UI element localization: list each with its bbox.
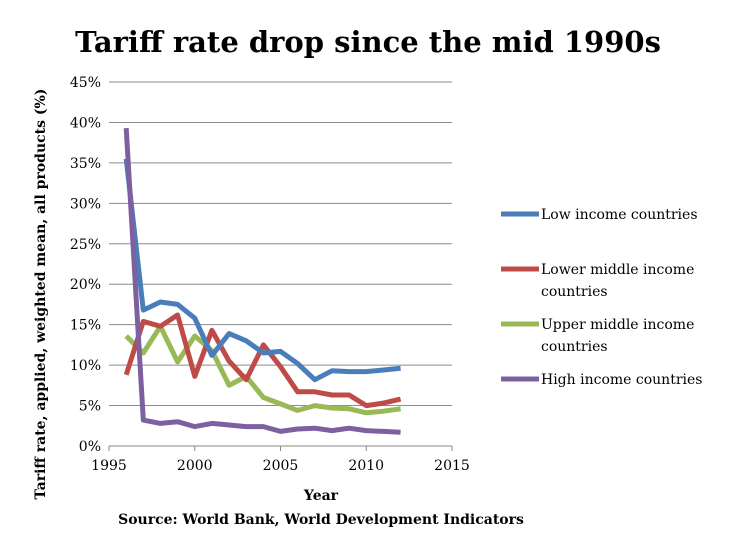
series-line-lower-middle-income-countries: [123, 312, 402, 409]
y-tick-label: 10%: [70, 358, 101, 374]
legend: Low income countries Lower middle income c…: [501, 207, 702, 388]
y-tick-label: 25%: [70, 237, 101, 253]
y-tick-label: 40%: [70, 115, 101, 131]
y-tick-label: 20%: [70, 277, 101, 293]
y-tick-label: 45%: [70, 75, 101, 91]
x-axis-label: Year: [303, 488, 339, 504]
series-line-upper-middle-income-countries: [124, 323, 401, 416]
series-line-high-income-countries: [123, 127, 401, 435]
x-tick-label: 2000: [177, 458, 213, 474]
series-lines: [123, 127, 402, 435]
x-tick-label: 2010: [348, 458, 384, 474]
y-axis-ticks: 0% 5% 10% 15% 20% 25% 30% 35% 40% 45%: [70, 75, 101, 455]
x-tick-label: 1995: [91, 458, 127, 474]
y-tick-label: 5%: [79, 399, 101, 415]
legend-entry: Lower middle income countries: [541, 262, 694, 300]
y-tick-label: 0%: [79, 439, 101, 455]
y-tick-label: 15%: [70, 318, 101, 334]
chart-title: Tariff rate drop since the mid 1990s: [75, 25, 661, 59]
x-axis-ticks: 1995 2000 2005 2010 2015: [91, 446, 470, 474]
source-note: Source: World Bank, World Development In…: [118, 512, 524, 528]
legend-entry: Low income countries: [541, 207, 698, 223]
x-tick-label: 2015: [434, 458, 470, 474]
legend-entry: High income countries: [541, 372, 702, 388]
x-tick-label: 2005: [263, 458, 299, 474]
series-line-low-income-countries: [123, 158, 401, 383]
y-axis-label: Tariff rate, applied, weighted mean, all…: [33, 89, 49, 500]
legend-entry: Upper middle income countries: [541, 317, 694, 355]
y-tick-label: 35%: [70, 156, 101, 172]
y-tick-label: 30%: [70, 196, 101, 212]
